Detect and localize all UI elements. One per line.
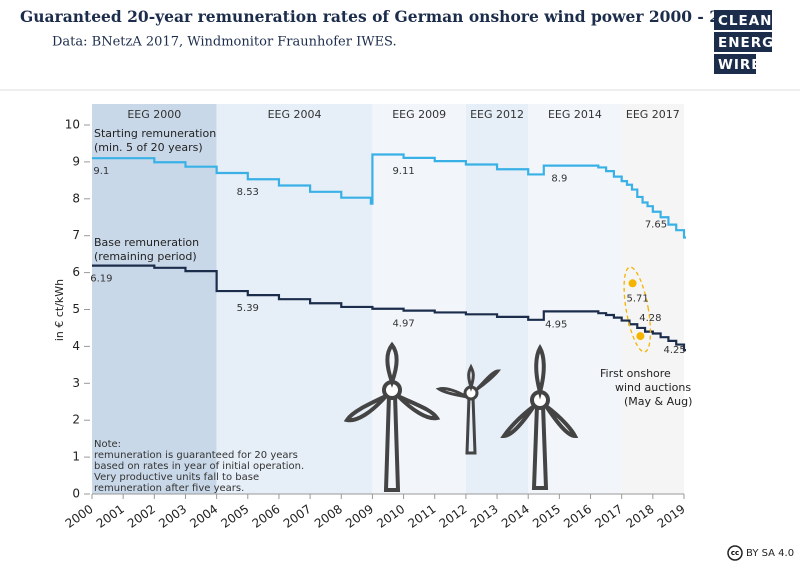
auction-point <box>636 332 645 341</box>
x-tick-label: 2016 <box>561 502 594 531</box>
y-tick-label: 5 <box>72 302 80 316</box>
y-tick-label: 10 <box>65 118 80 132</box>
logo: CLEAN ENERGY WIRE <box>714 10 785 74</box>
logo-text: ENERGY <box>718 35 785 51</box>
period-label: EEG 2004 <box>268 108 322 121</box>
x-tick-label: 2018 <box>624 502 657 531</box>
value-label: 4.97 <box>392 319 414 330</box>
series-label: Starting remuneration <box>94 127 216 140</box>
y-tick-label: 3 <box>72 376 80 390</box>
y-axis-label: in € ct/kWh <box>53 279 66 341</box>
x-tick-label: 2019 <box>655 502 688 531</box>
value-label: 4.95 <box>545 319 567 330</box>
value-label: 8.9 <box>551 174 567 185</box>
x-tick-label: 2015 <box>530 502 563 531</box>
auction-highlight <box>623 266 652 353</box>
x-tick-label: 2004 <box>187 502 220 531</box>
series-line <box>92 153 686 239</box>
cc-icon <box>727 545 743 561</box>
auction-note: wind auctions <box>615 381 691 394</box>
note: Note: <box>94 439 121 450</box>
period-label: EEG 2009 <box>392 108 446 121</box>
x-tick-label: 2005 <box>218 502 251 531</box>
auction-label: 5.71 <box>626 293 648 304</box>
series-label: (remaining period) <box>94 250 197 263</box>
x-tick-label: 2013 <box>468 502 501 531</box>
note: Very productive units fall to base <box>94 472 259 483</box>
x-tick-label: 2003 <box>156 502 189 531</box>
note: remuneration is guaranteed for 20 years <box>94 450 298 461</box>
license: BY SA 4.0 <box>746 548 794 559</box>
series-line <box>92 264 686 352</box>
x-tick-label: 2012 <box>437 502 470 531</box>
period-band <box>621 104 684 494</box>
chart-subtitle: Data: BNetzA 2017, Windmonitor Fraunhofe… <box>52 35 397 50</box>
auction-note: First onshore <box>600 367 671 380</box>
auction-note: (May & Aug) <box>624 395 692 408</box>
period-label: EEG 2012 <box>470 108 524 121</box>
cc-icon-text: cc <box>731 549 739 557</box>
x-tick-label: 2006 <box>250 502 283 531</box>
series-label: Base remuneration <box>94 236 199 249</box>
x-tick-label: 2014 <box>499 502 532 531</box>
logo-text: WIRE <box>718 57 762 73</box>
logo-text: CLEAN <box>718 13 772 29</box>
period-label: EEG 2014 <box>548 108 602 121</box>
x-tick-label: 2000 <box>63 502 96 531</box>
period-label: EEG 2000 <box>127 108 181 121</box>
x-tick-label: 2011 <box>405 502 438 531</box>
value-label: 4.25 <box>664 345 686 356</box>
x-tick-label: 2002 <box>125 502 158 531</box>
x-tick-label: 2010 <box>374 502 407 531</box>
y-tick-label: 6 <box>72 265 80 279</box>
auction-label: 4.28 <box>639 313 661 324</box>
value-label: 7.65 <box>645 220 667 231</box>
value-label: 9.1 <box>93 166 109 177</box>
logo-box <box>714 54 756 74</box>
y-tick-label: 1 <box>72 450 80 464</box>
value-label: 5.39 <box>237 303 259 314</box>
value-label: 6.19 <box>90 274 112 285</box>
value-label: 8.53 <box>237 187 259 198</box>
y-tick-label: 7 <box>72 228 80 242</box>
y-tick-label: 0 <box>72 487 80 501</box>
chart-title: Guaranteed 20-year remuneration rates of… <box>20 7 758 26</box>
note: remuneration after five years. <box>94 483 244 494</box>
value-label: 9.11 <box>392 166 414 177</box>
x-tick-label: 2009 <box>343 502 376 531</box>
y-tick-label: 9 <box>72 154 80 168</box>
x-tick-label: 2007 <box>281 502 314 531</box>
turbine-icons <box>343 341 579 492</box>
logo-box <box>714 10 772 30</box>
x-tick-label: 2001 <box>94 502 127 531</box>
x-tick-label: 2008 <box>312 502 345 531</box>
y-tick-label: 4 <box>72 339 80 353</box>
note: based on rates in year of initial operat… <box>94 461 304 472</box>
series-label: (min. 5 of 20 years) <box>94 141 203 154</box>
x-tick-label: 2017 <box>592 502 625 531</box>
period-band <box>92 104 217 494</box>
logo-box <box>714 32 772 52</box>
y-tick-label: 2 <box>72 413 80 427</box>
y-tick-label: 8 <box>72 191 80 205</box>
period-label: EEG 2017 <box>626 108 680 121</box>
auction-point <box>628 279 637 288</box>
